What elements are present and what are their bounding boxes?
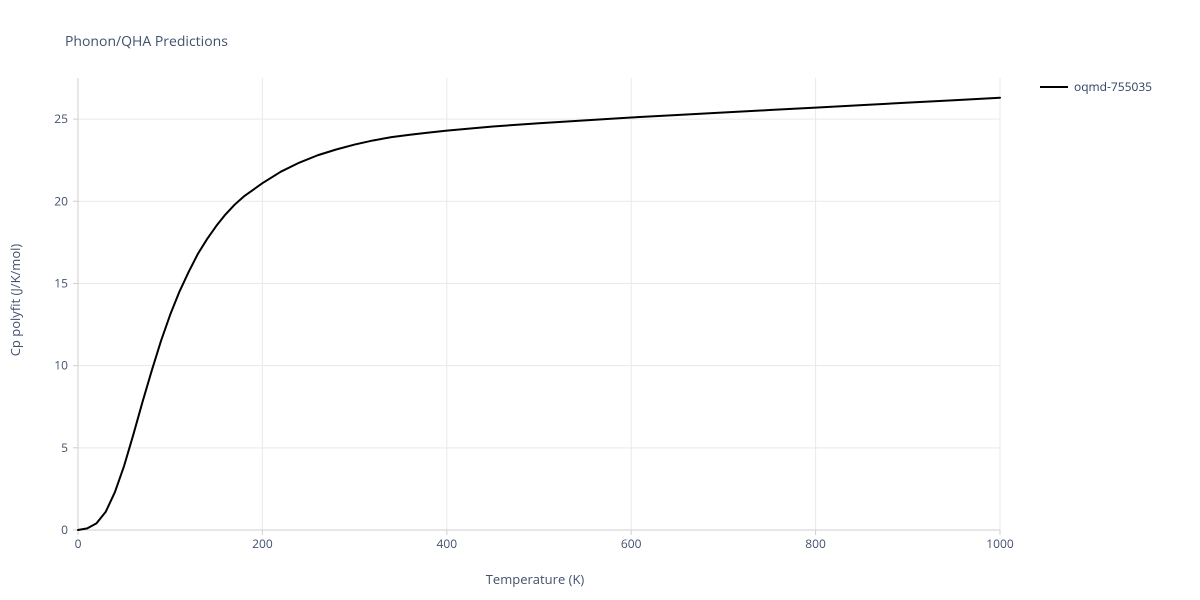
- svg-text:20: 20: [54, 192, 68, 209]
- svg-text:5: 5: [61, 439, 68, 456]
- svg-text:400: 400: [437, 535, 458, 552]
- gridlines: [78, 78, 1000, 530]
- chart-container: Phonon/QHA Predictions Cp polyfit (J/K/m…: [0, 0, 1200, 600]
- series-line: [78, 98, 1000, 530]
- svg-text:600: 600: [621, 535, 642, 552]
- axes: [73, 78, 1000, 535]
- svg-text:200: 200: [252, 535, 273, 552]
- svg-text:10: 10: [54, 357, 68, 374]
- y-ticks: 0 5 10 15 20 25: [54, 110, 68, 538]
- svg-text:25: 25: [54, 110, 68, 127]
- x-ticks: 0 200 400 600 800 1000: [75, 535, 1014, 552]
- svg-text:800: 800: [805, 535, 826, 552]
- svg-text:0: 0: [75, 535, 82, 552]
- svg-text:1000: 1000: [986, 535, 1014, 552]
- chart-svg: 0 200 400 600 800 1000 0 5 10 15 20 25: [0, 0, 1200, 600]
- svg-text:15: 15: [54, 274, 68, 291]
- svg-text:0: 0: [61, 521, 68, 538]
